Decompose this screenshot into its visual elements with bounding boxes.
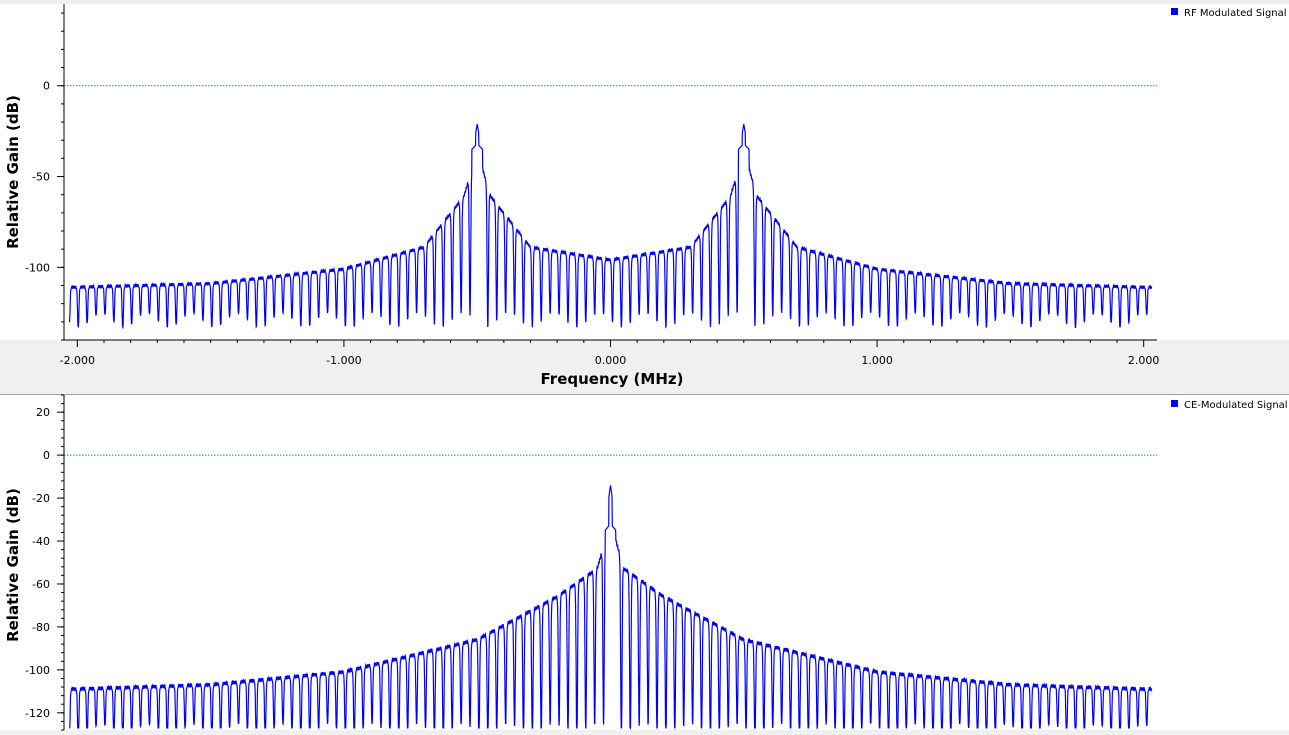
- ce-modulated-signal-trace: [69, 484, 1153, 730]
- bottom-y-tick-label: -60: [32, 578, 50, 591]
- bottom-legend-swatch: [1171, 400, 1178, 407]
- top-plot-rf-modulated[interactable]: 0 -50 -100 -2.000 -1.000 0.000 1.000 2.000 Rel…: [4, 4, 1287, 388]
- bottom-y-tick-label: 0: [43, 449, 50, 462]
- top-y-tick-label: -100: [25, 261, 50, 274]
- bottom-legend[interactable]: CE-Modulated Signal: [1171, 400, 1288, 411]
- top-x-ticks: -2.000 -1.000 0.000 1.000 2.000: [60, 340, 1160, 367]
- top-x-tick-label: -1.000: [326, 354, 361, 367]
- bottom-y-tick-label: -120: [25, 707, 50, 720]
- bottom-plot-ce-modulated[interactable]: 20 0 -20 -40 -60 -80 -100 -120 Relative Gain (d…: [4, 394, 1288, 731]
- top-x-tick-label: 2.000: [1128, 354, 1160, 367]
- top-y-axis-title: Relative Gain (dB): [4, 95, 22, 249]
- rf-modulated-signal-trace: [68, 123, 1153, 330]
- top-legend[interactable]: RF Modulated Signal: [1171, 8, 1287, 19]
- top-x-axis-title: Frequency (MHz): [541, 370, 684, 388]
- top-legend-swatch: [1171, 8, 1178, 15]
- bottom-y-tick-label: 20: [36, 406, 50, 419]
- top-y-tick-label: 0: [43, 80, 50, 93]
- bottom-legend-label: CE-Modulated Signal: [1184, 400, 1288, 411]
- top-legend-label: RF Modulated Signal: [1184, 8, 1287, 19]
- bottom-y-tick-label: -40: [32, 535, 50, 548]
- top-x-tick-label: -2.000: [60, 354, 95, 367]
- top-x-tick-label: 1.000: [861, 354, 893, 367]
- top-x-tick-label: 0.000: [595, 354, 627, 367]
- top-y-tick-label: -50: [32, 171, 50, 184]
- bottom-y-tick-label: -100: [25, 664, 50, 677]
- bottom-y-tick-label: -80: [32, 621, 50, 634]
- bottom-y-tick-label: -20: [32, 492, 50, 505]
- bottom-y-axis-title: Relative Gain (dB): [4, 488, 22, 642]
- bottom-plot-background: [0, 395, 1289, 730]
